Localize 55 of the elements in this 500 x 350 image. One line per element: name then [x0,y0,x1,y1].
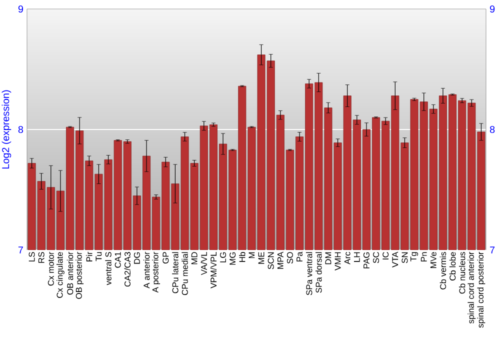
x-tick-label: Pir [86,252,92,262]
x-tick-label: Cx motor [48,252,54,286]
x-tick-label: Cb vermis [440,252,446,290]
y2-tick-label: 7 [490,246,495,254]
x-tick-label: ME [258,252,264,264]
x-tick-label: Hb [239,252,246,262]
x-tick-label: SC [373,252,380,264]
x-tick-label: SPa ventral [306,252,312,296]
x-tick-label: MVe [430,252,436,268]
x-tick-label: SPa dorsal [316,252,322,293]
x-tick-label: Tu [96,252,102,262]
x-tick-label: SN [402,252,408,264]
x-tick-label: ventral S [105,252,112,286]
x-tick-label: RS [38,252,44,263]
x-tick-label: Pa [296,252,302,262]
x-tick-label: MPA [277,252,284,269]
x-tick-label: CA2/CA3 [124,252,131,287]
x-tick-label: CA1 [114,252,121,268]
x-tick-label: M [248,252,255,258]
x-tick-label: CPu medial [182,252,188,296]
x-tick-label: Arc [344,252,350,264]
x-tick-label: VTA [392,252,398,268]
y-tick-label: 8 [18,126,24,134]
x-tick-label: VPM/VPL [210,252,217,288]
x-tick-label: spinal cord posterior [477,252,486,328]
x-tick-label: spinal cord anterior [468,252,476,324]
y2-tick-label: 9 [490,5,495,13]
x-tick-label: SCN [268,252,274,270]
x-tick-label: A posterior [152,252,160,293]
x-tick-label: SO [286,252,293,264]
x-tick-label: LG [220,252,226,262]
x-tick-label: Cx cingulate [56,252,64,298]
x-tick-label: CPu lateral [172,252,178,294]
y-axis-title: Log2 (expression) [2,90,12,169]
x-tick-label: MG [230,252,236,265]
x-tick-label: DM [325,252,332,264]
x-tick-label: VMH [334,252,341,270]
x-tick-label: GP [162,252,169,264]
x-tick-label: VA/VL [200,252,208,276]
x-tick-label: LH [354,252,360,262]
x-tick-label: Cb nucleus [458,252,466,294]
x-tick-label: Tg [410,252,418,262]
y2-tick-label: 8 [490,126,495,134]
x-tick-label: OB anterior [66,252,74,295]
x-tick-label: Pn [420,252,427,262]
x-tick-label: MD [191,252,198,264]
x-tick-label: A anterior [143,252,150,288]
y-tick-label: 9 [18,5,24,13]
x-tick-label: OB posterior [76,252,84,299]
y-tick-label: 7 [18,246,23,254]
x-tick-label: DG [134,252,140,264]
x-tick-label: IC [382,252,389,260]
x-tick-label: PAG [363,252,370,268]
x-tick-label: LS [28,252,35,262]
x-tick-label: Cb lobe [449,252,456,280]
